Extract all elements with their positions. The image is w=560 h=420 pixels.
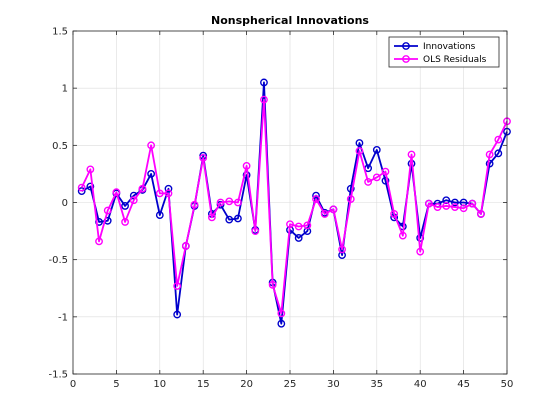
data-point-innovations [234, 214, 242, 223]
data-point-innovations [225, 215, 234, 224]
x-tick-label: 20 [240, 379, 253, 390]
data-point-innovations [277, 319, 286, 328]
data-point-ols-residuals [329, 205, 338, 214]
data-point-innovations [294, 234, 303, 242]
data-point-innovations [216, 200, 225, 209]
legend-item-ols-residuals: OLS Residuals [394, 55, 487, 65]
x-tick-label: 50 [501, 379, 514, 390]
data-point-ols-residuals [129, 196, 138, 205]
data-point-ols-residuals [468, 199, 477, 208]
data-point-ols-residuals [199, 154, 208, 162]
data-point-innovations [372, 146, 381, 154]
data-point-innovations [381, 176, 390, 185]
series-line-ols-residuals [80, 98, 508, 315]
data-point-ols-residuals [77, 183, 86, 192]
data-point-innovations [173, 310, 182, 319]
x-tick-label: 30 [327, 379, 340, 390]
data-point-innovations [77, 187, 86, 195]
data-point-ols-residuals [155, 189, 164, 198]
data-point-ols-residuals [103, 206, 112, 215]
y-tick-label: -0.5 [48, 255, 68, 266]
legend-item-innovations: Innovations [394, 42, 476, 52]
data-point-ols-residuals [338, 245, 346, 254]
data-point-ols-residuals [173, 282, 182, 290]
data-point-innovations [86, 182, 95, 191]
data-point-ols-residuals [355, 147, 364, 155]
data-point-ols-residuals [86, 165, 95, 174]
data-point-ols-residuals [381, 167, 390, 176]
data-point-ols-residuals [164, 189, 173, 198]
legend: Innovations OLS Residuals [388, 36, 500, 68]
data-point-ols-residuals [442, 202, 451, 210]
y-tick-label: 1 [62, 84, 68, 95]
data-point-innovations [260, 78, 268, 87]
data-point-innovations [147, 170, 156, 178]
data-point-ols-residuals [407, 150, 416, 159]
data-point-ols-residuals [320, 210, 329, 218]
x-tick-label: 15 [197, 379, 210, 390]
data-point-ols-residuals [364, 178, 373, 186]
data-point-ols-residuals [459, 204, 468, 213]
y-tick-label: 1.5 [52, 27, 68, 38]
x-tick-label: 5 [113, 379, 119, 390]
data-point-ols-residuals [416, 247, 425, 256]
data-point-ols-residuals [268, 280, 277, 289]
data-point-ols-residuals [494, 135, 503, 144]
chart-title: Nonspherical Innovations [211, 14, 369, 27]
data-point-ols-residuals [277, 309, 286, 318]
data-point-ols-residuals [112, 188, 121, 197]
y-tick-label: -1.5 [48, 370, 68, 381]
y-tick-label: -1 [58, 312, 68, 323]
data-point-ols-residuals [95, 237, 103, 246]
data-point-ols-residuals [225, 197, 234, 206]
data-point-ols-residuals [485, 150, 494, 159]
data-point-ols-residuals [390, 210, 399, 218]
data-point-ols-residuals [207, 213, 216, 222]
data-point-ols-residuals [372, 173, 381, 182]
x-tick-label: 25 [284, 379, 297, 390]
x-tick-label: 35 [370, 379, 383, 390]
data-point-ols-residuals [346, 195, 355, 203]
data-point-innovations [346, 184, 355, 193]
data-point-innovations [155, 211, 164, 219]
data-point-innovations [121, 202, 129, 210]
legend-label: Innovations [423, 42, 476, 52]
data-point-ols-residuals [294, 222, 303, 231]
data-point-innovations [494, 149, 503, 158]
data-point-ols-residuals [433, 203, 442, 211]
data-point-ols-residuals [216, 198, 225, 207]
series-layer [77, 78, 511, 328]
data-point-ols-residuals [190, 200, 199, 209]
legend-marker [402, 42, 410, 50]
legend-marker [402, 55, 410, 63]
data-point-ols-residuals [260, 95, 268, 104]
data-point-ols-residuals [398, 231, 407, 240]
y-tick-label: 0.5 [52, 141, 68, 152]
data-point-ols-residuals [251, 227, 260, 235]
data-point-ols-residuals [121, 218, 129, 226]
y-tick-label: 0 [62, 198, 68, 209]
data-point-innovations [164, 184, 173, 193]
data-point-ols-residuals [424, 199, 433, 208]
data-point-ols-residuals [242, 162, 251, 170]
legend-label: OLS Residuals [423, 55, 487, 65]
series-ols-residuals [77, 95, 511, 318]
data-point-innovations [355, 139, 364, 147]
x-tick-label: 0 [70, 379, 76, 390]
data-point-innovations [451, 198, 459, 207]
data-point-ols-residuals [451, 203, 459, 211]
x-tick-label: 40 [414, 379, 427, 390]
data-point-ols-residuals [138, 184, 147, 193]
x-tick-label: 45 [457, 379, 470, 390]
data-point-ols-residuals [234, 198, 242, 207]
data-point-ols-residuals [181, 242, 190, 250]
data-point-ols-residuals [286, 220, 294, 229]
data-point-ols-residuals [312, 195, 320, 203]
x-tick-label: 10 [153, 379, 166, 390]
data-point-ols-residuals [477, 210, 485, 218]
data-point-ols-residuals [303, 221, 312, 230]
data-point-ols-residuals [147, 141, 156, 150]
axis-ticks: 0 5 10 15 20 25 30 35 40 45 50 -1.5 -1 -0.5 0 0.5 1 1.5 [48, 27, 513, 391]
